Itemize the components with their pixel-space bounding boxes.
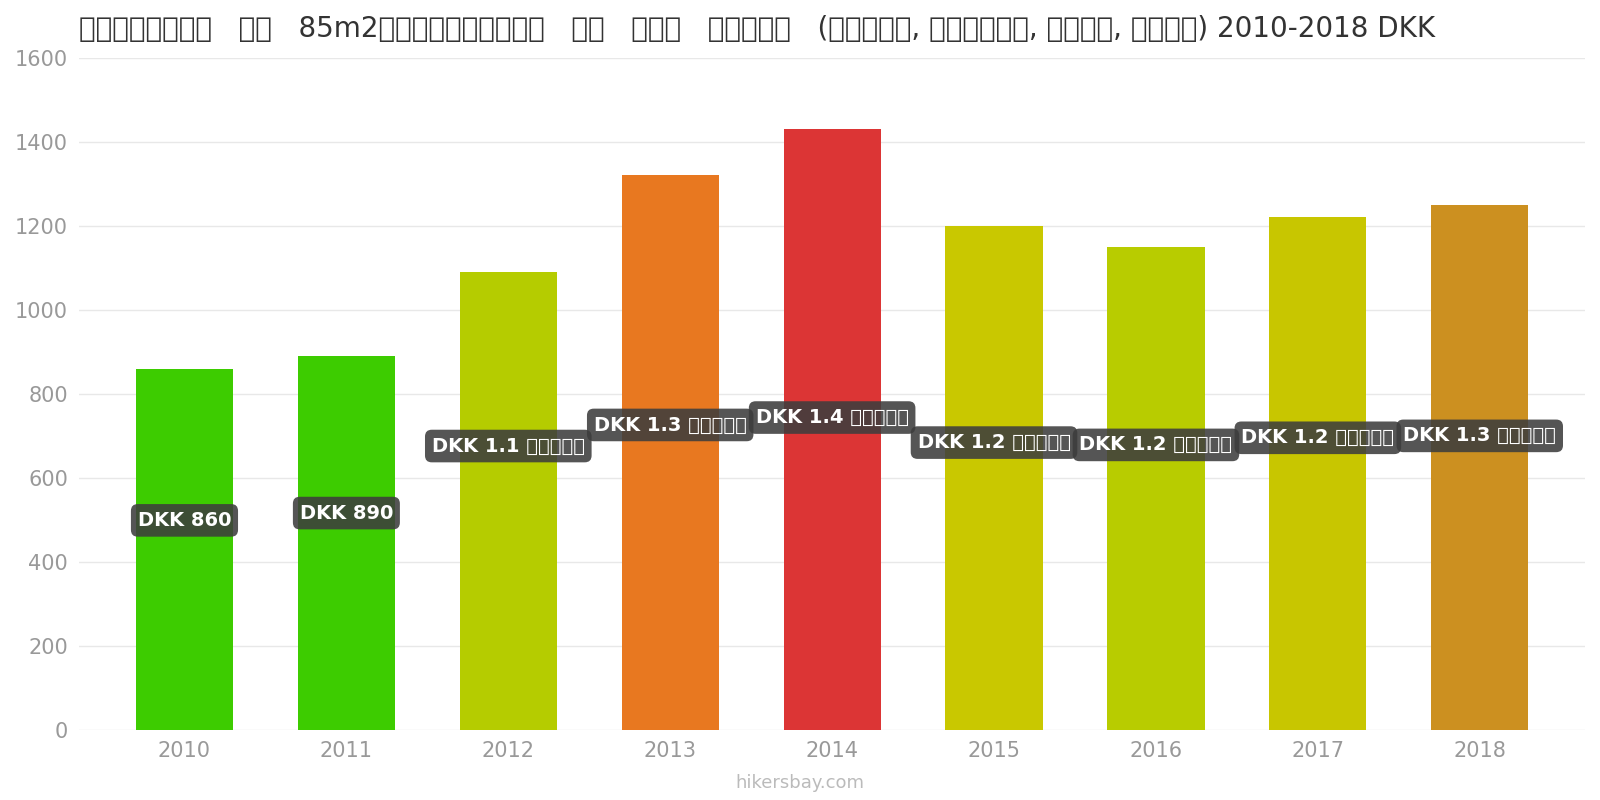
Bar [946, 226, 1043, 730]
Bar [1430, 205, 1528, 730]
Text: DKK 890: DKK 890 [299, 503, 394, 522]
Text: DKK 860: DKK 860 [138, 511, 232, 530]
Text: DKK 1.3 हज़ार: DKK 1.3 हज़ार [594, 415, 747, 434]
Bar [1107, 247, 1205, 730]
Bar [784, 130, 880, 730]
Text: DKK 1.2 हज़ार: DKK 1.2 हज़ार [1080, 435, 1232, 454]
Text: DKK 1.3 हज़ार: DKK 1.3 हज़ार [1403, 426, 1557, 446]
Text: डेनमार्क   एक   85m2अपार्टमेंट   के   लिए   शुल्क   (बिजली, हीटिंग, पानी, कचरा) : डेनमार्क एक 85m2अपार्टमेंट के लिए शुल्क … [80, 15, 1435, 43]
Bar [136, 369, 234, 730]
Text: DKK 1.2 हज़ार: DKK 1.2 हज़ार [1242, 428, 1394, 447]
Bar [1269, 218, 1366, 730]
Text: DKK 1.1 हज़ार: DKK 1.1 हज़ार [432, 437, 584, 455]
Text: hikersbay.com: hikersbay.com [736, 774, 864, 792]
Bar [622, 175, 718, 730]
Text: DKK 1.2 हज़ार: DKK 1.2 हज़ार [917, 433, 1070, 452]
Text: DKK 1.4 हज़ार: DKK 1.4 हज़ार [755, 408, 909, 427]
Bar [298, 356, 395, 730]
Bar [459, 272, 557, 730]
